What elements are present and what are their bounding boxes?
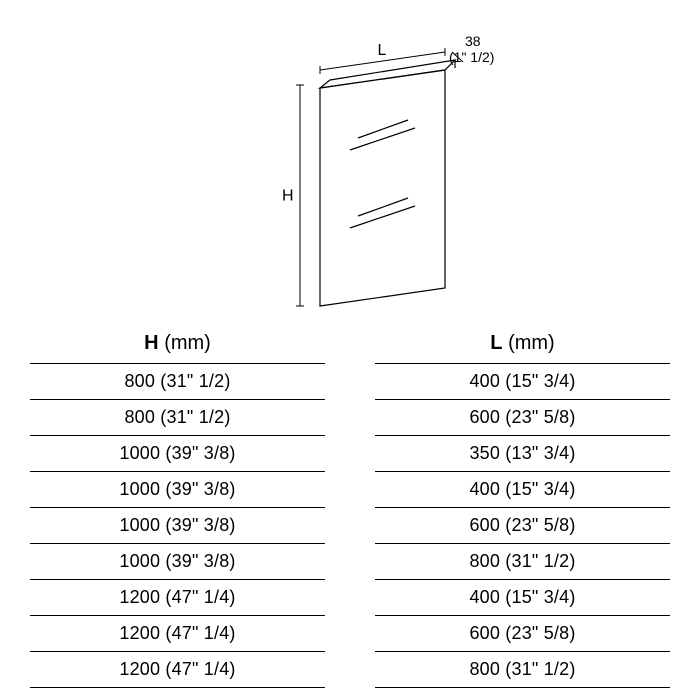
L-row: 400 (15" 3/4) bbox=[375, 363, 670, 399]
svg-text:H: H bbox=[282, 188, 294, 205]
column-L: L (mm) 400 (15" 3/4)600 (23" 5/8)350 (13… bbox=[375, 326, 670, 688]
H-row: 1200 (47" 1/4) bbox=[30, 615, 325, 651]
H-row: 1000 (39" 3/8) bbox=[30, 435, 325, 471]
column-H: H (mm) 800 (31" 1/2)800 (31" 1/2)1000 (3… bbox=[30, 326, 325, 688]
H-row: 1200 (47" 1/4) bbox=[30, 579, 325, 615]
L-row: 350 (13" 3/4) bbox=[375, 435, 670, 471]
header-H-unit: (mm) bbox=[164, 332, 211, 354]
H-row: 1000 (39" 3/8) bbox=[30, 507, 325, 543]
L-row: 800 (31" 1/2) bbox=[375, 543, 670, 579]
dimension-diagram: L 38(1" 1/2) H bbox=[200, 10, 500, 320]
L-row: 800 (31" 1/2) bbox=[375, 651, 670, 688]
H-row: 1000 (39" 3/8) bbox=[30, 543, 325, 579]
column-H-header: H (mm) bbox=[30, 326, 325, 363]
L-row: 600 (23" 5/8) bbox=[375, 399, 670, 435]
H-row: 800 (31" 1/2) bbox=[30, 399, 325, 435]
L-row: 600 (23" 5/8) bbox=[375, 507, 670, 543]
H-row: 1000 (39" 3/8) bbox=[30, 471, 325, 507]
dimension-tables: H (mm) 800 (31" 1/2)800 (31" 1/2)1000 (3… bbox=[30, 326, 670, 688]
header-L-unit: (mm) bbox=[508, 332, 555, 354]
diagram-svg: L 38(1" 1/2) H bbox=[200, 10, 500, 320]
header-H-bold: H bbox=[144, 332, 158, 354]
L-row: 400 (15" 3/4) bbox=[375, 579, 670, 615]
H-row: 1200 (47" 1/4) bbox=[30, 651, 325, 688]
L-row: 400 (15" 3/4) bbox=[375, 471, 670, 507]
header-L-bold: L bbox=[490, 332, 502, 354]
column-L-header: L (mm) bbox=[375, 326, 670, 363]
svg-text:(1" 1/2): (1" 1/2) bbox=[449, 49, 494, 65]
svg-text:38: 38 bbox=[465, 33, 481, 49]
H-row: 800 (31" 1/2) bbox=[30, 363, 325, 399]
svg-text:L: L bbox=[378, 42, 387, 59]
L-row: 600 (23" 5/8) bbox=[375, 615, 670, 651]
